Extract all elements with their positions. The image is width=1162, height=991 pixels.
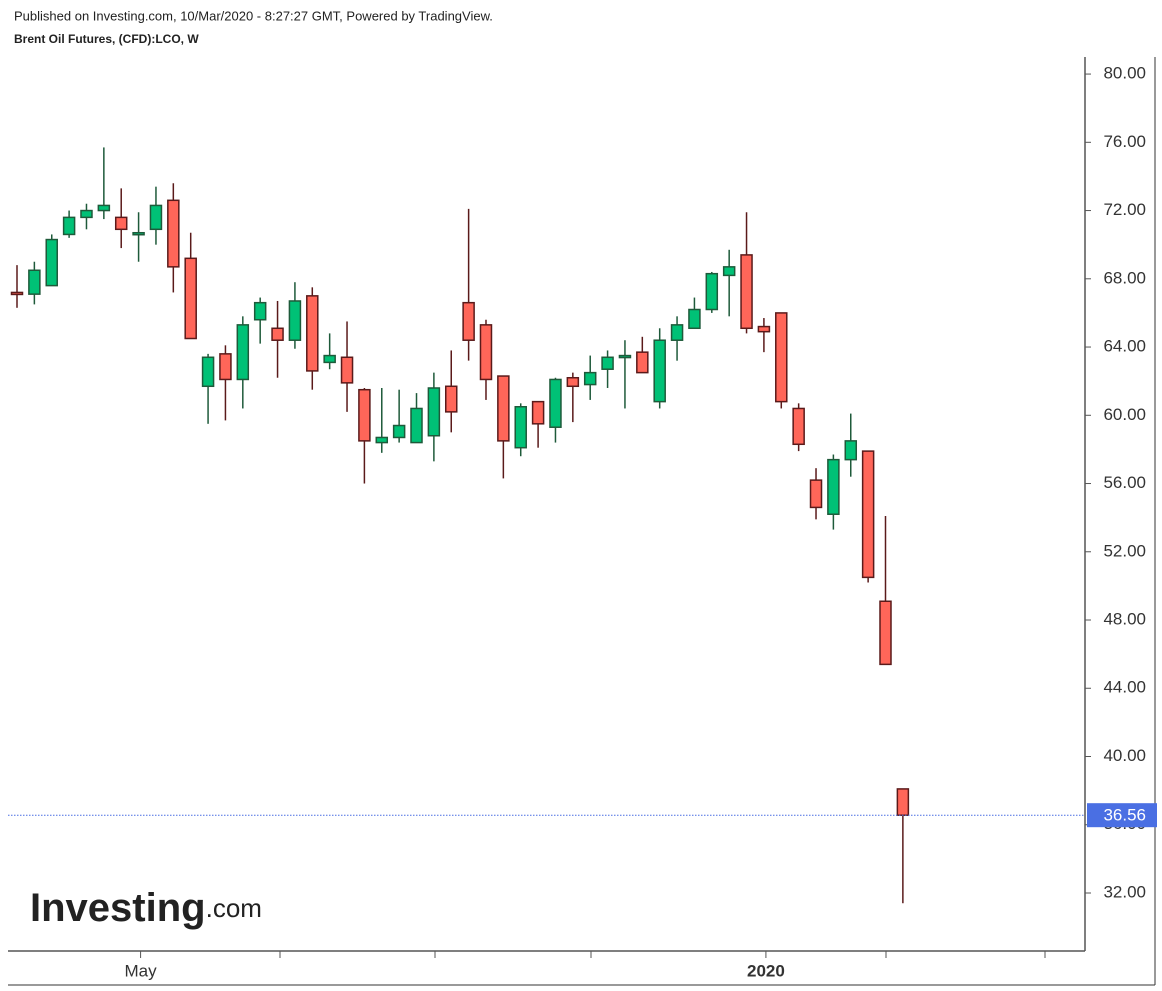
y-tick-label: 72.00 xyxy=(1103,200,1146,219)
up-candle-body xyxy=(392,424,406,439)
y-tick-label: 80.00 xyxy=(1103,64,1146,83)
up-candle-body xyxy=(583,371,597,386)
last-price-label: 36.56 xyxy=(1103,806,1146,825)
down-candle-body xyxy=(757,325,771,333)
up-candle-body xyxy=(288,300,302,341)
down-candle-body xyxy=(445,385,458,413)
down-candle-body xyxy=(636,351,649,374)
down-candle-body xyxy=(896,788,910,816)
down-candle-body xyxy=(167,199,180,268)
down-candle-body xyxy=(497,375,510,442)
up-candle-body xyxy=(653,339,666,403)
down-candle-body xyxy=(809,479,823,509)
y-tick-label: 32.00 xyxy=(1103,882,1146,901)
up-candle-body xyxy=(601,356,614,370)
down-candle-body xyxy=(775,312,788,403)
logo-main: Investing xyxy=(30,886,206,930)
down-candle-body xyxy=(479,324,493,381)
up-candle-body xyxy=(149,204,163,231)
x-tick-label: May xyxy=(125,961,158,980)
down-candle-body xyxy=(271,327,284,341)
chart-title: Brent Oil Futures, (CFD):LCO, W xyxy=(14,32,199,46)
down-candle-body xyxy=(879,600,892,666)
up-candle-body xyxy=(132,231,145,236)
up-candle-body xyxy=(323,354,336,364)
down-candle-body xyxy=(219,353,232,381)
x-minor-ticks xyxy=(279,951,1046,958)
y-tick-label: 68.00 xyxy=(1103,268,1146,287)
down-candle-body xyxy=(340,356,354,384)
up-candle-body xyxy=(844,440,858,461)
down-candle-body xyxy=(358,388,371,442)
up-candle-body xyxy=(514,406,527,449)
up-candle-body xyxy=(549,378,562,428)
up-candle-body xyxy=(375,436,389,444)
up-candle-body xyxy=(427,387,441,437)
up-candle-body xyxy=(28,269,41,295)
up-candle-body xyxy=(670,324,684,341)
logo: Investing.com xyxy=(30,886,262,930)
y-tick-label: 40.00 xyxy=(1103,746,1146,765)
up-candle-body xyxy=(253,301,267,321)
down-candle-body xyxy=(306,295,319,372)
published-note: Published on Investing.com, 10/Mar/2020 … xyxy=(14,8,493,23)
up-candle-body xyxy=(410,407,423,444)
y-tick-label: 48.00 xyxy=(1103,609,1146,628)
up-candle-body xyxy=(236,324,250,381)
down-candle-body xyxy=(861,450,875,579)
down-candle-body xyxy=(10,291,24,296)
y-tick-label: 76.00 xyxy=(1103,132,1146,151)
y-tick-label: 64.00 xyxy=(1103,337,1146,356)
up-candle-body xyxy=(827,458,840,515)
up-candle-body xyxy=(688,308,701,330)
down-candle-body xyxy=(566,376,580,388)
down-candle-body xyxy=(531,400,545,425)
down-candle-body xyxy=(462,301,475,341)
logo-suffix: .com xyxy=(206,893,262,923)
last-price-box xyxy=(1087,803,1157,828)
down-candle-body xyxy=(740,254,753,330)
y-tick-label: 52.00 xyxy=(1103,541,1146,560)
up-candle-body xyxy=(705,272,719,311)
y-tick-label: 60.00 xyxy=(1103,405,1146,424)
y-tick-label: 56.00 xyxy=(1103,473,1146,492)
up-candle-body xyxy=(722,266,736,277)
down-candle-body xyxy=(184,257,197,340)
up-candle-body xyxy=(201,356,215,388)
up-candle-body xyxy=(97,204,111,212)
up-candle-body xyxy=(618,354,632,359)
y-tick-label: 44.00 xyxy=(1103,678,1146,697)
up-candle-body xyxy=(45,238,58,287)
down-candle-body xyxy=(792,407,805,446)
up-candle-body xyxy=(80,209,93,219)
up-candle-body xyxy=(62,216,76,236)
x-tick-label: 2020 xyxy=(747,961,785,980)
down-candle-body xyxy=(114,216,128,231)
